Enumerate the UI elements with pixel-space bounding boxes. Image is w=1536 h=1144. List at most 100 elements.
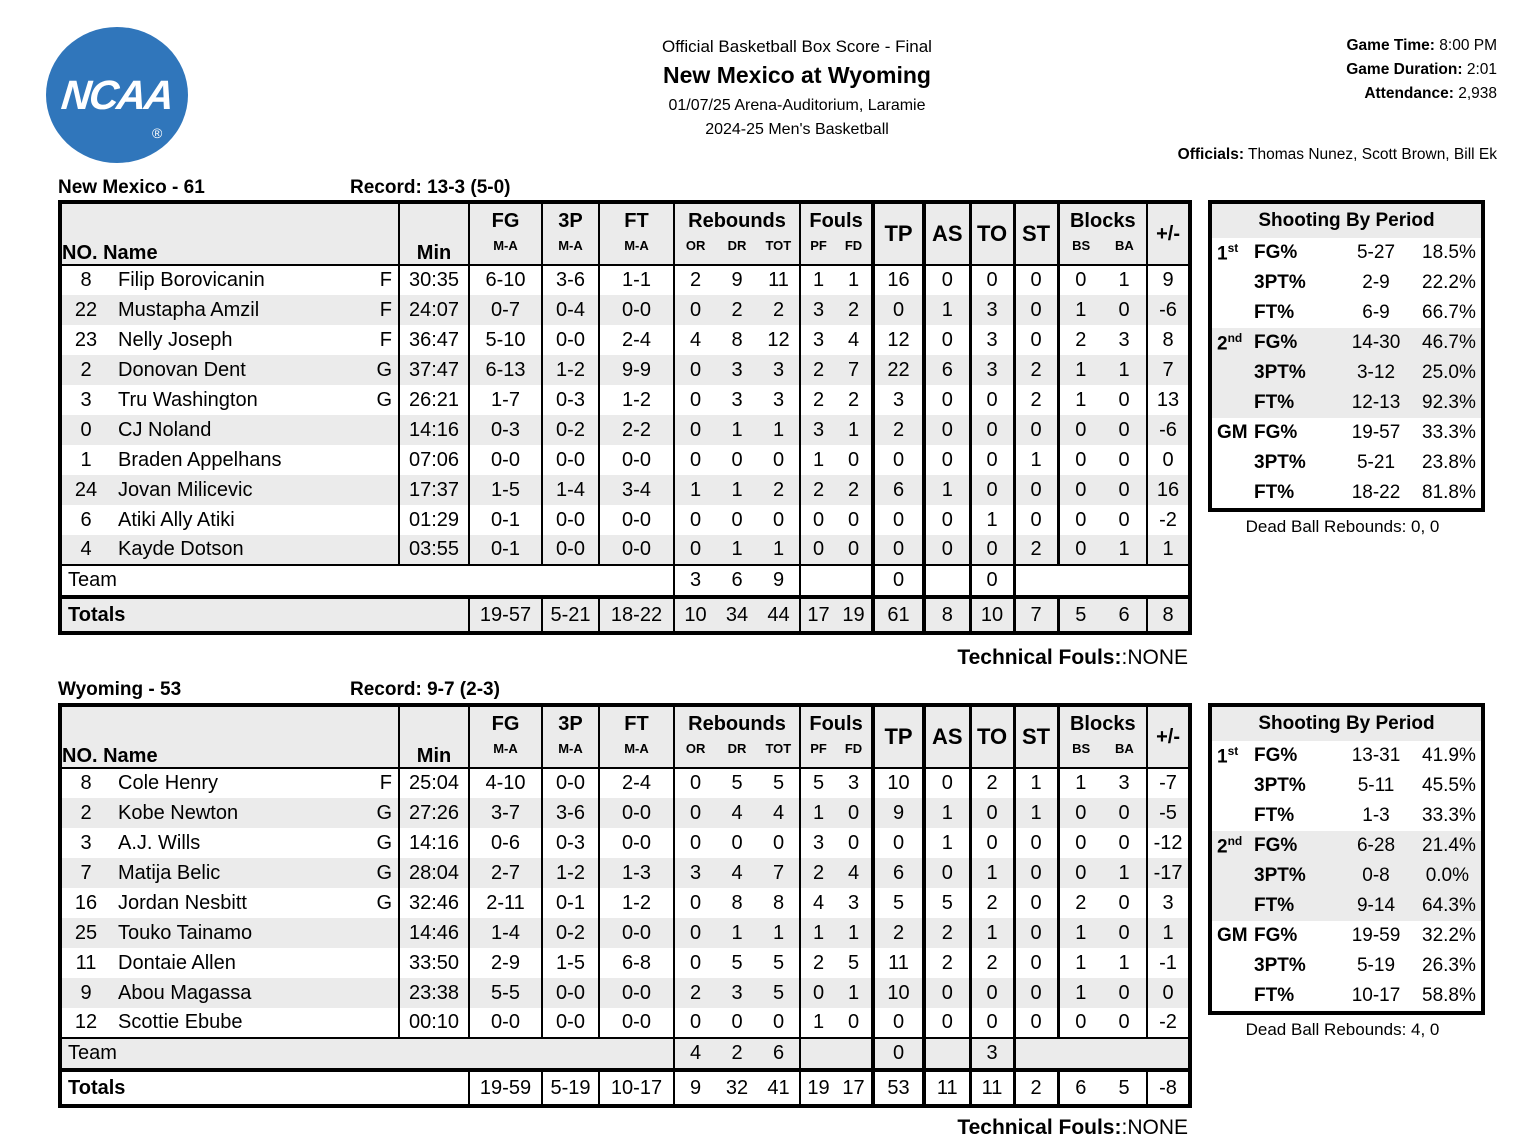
totals-label: Totals: [60, 1068, 469, 1106]
stat-fd: 1: [847, 418, 860, 441]
stat-tp: 3: [871, 385, 927, 415]
player-name-cell: Jordan Nesbitt G: [110, 888, 399, 918]
officials-line: Officials: Thomas Nunez, Scott Brown, Bi…: [1178, 146, 1497, 164]
stat-bs: 0: [1075, 831, 1087, 854]
game-duration-value: 2:01: [1466, 61, 1497, 78]
col-header-rebounds: Rebounds OR DR TOT: [672, 705, 801, 769]
stat-st: 0: [1014, 295, 1060, 325]
stat-ba: 0: [1118, 891, 1130, 914]
stat-tp: 2: [871, 918, 927, 948]
shooting-percentage: 26.3%: [1422, 955, 1476, 976]
stat-pf: 1: [799, 265, 837, 295]
stat-as: 0: [924, 858, 972, 888]
totals-as: 8: [924, 595, 972, 633]
stat-p3: 0-0: [541, 325, 599, 355]
player-position: G: [376, 801, 392, 824]
player-name-wrap: Atiki Ally Atiki: [110, 508, 398, 531]
player-name: Abou Magassa: [118, 981, 252, 1004]
totals-st: 2: [1014, 1068, 1060, 1106]
col-header-plus-minus: +/-: [1146, 705, 1191, 769]
stat-ba: 0: [1118, 298, 1130, 321]
stat-fd: 1: [847, 981, 860, 1004]
shooting-made-attempted: 10-17: [1351, 985, 1401, 1006]
stat-tp: 11: [871, 948, 927, 978]
player-name-wrap: Cole Henry F: [110, 773, 398, 794]
stat-ba: 0: [1118, 921, 1130, 944]
stat-dr: 1: [731, 418, 743, 441]
stat-to: 1: [970, 505, 1016, 535]
stat-or: 0: [673, 385, 716, 415]
stat-tot: 1: [772, 921, 785, 944]
shooting-made-attempted: 5-11: [1357, 775, 1395, 796]
table-row: 1 Braden Appelhans 07:06 0-0 0-0 0-0 0 0 0 1 0 0 0 0 1…: [60, 445, 1191, 475]
stat-pm: 16: [1146, 475, 1191, 505]
stat-tot: 2: [772, 298, 785, 321]
technical-fouls-line: Technical Fouls::NONE: [58, 1116, 1188, 1140]
stat-pm: -12: [1146, 828, 1191, 858]
stat-tp: 0: [871, 505, 927, 535]
team-rest-blank: [1014, 564, 1191, 597]
shooting-made-attempted: 6-9: [1362, 302, 1390, 323]
column-header-row: NO. Name Min FG M-A 3P M-A FT M-A Rebounds O…: [60, 202, 1191, 266]
stat-p3: 0-0: [541, 505, 599, 535]
team-or: 4: [673, 1037, 716, 1070]
player-position: F: [379, 269, 392, 291]
stat-or: 0: [673, 918, 716, 948]
stat-fg: 1-7: [468, 385, 542, 415]
stat-as: 1: [924, 828, 972, 858]
stat-tot: 7: [772, 861, 785, 884]
totals-ba: 5: [1102, 1068, 1148, 1106]
totals-or: 9: [673, 1068, 716, 1106]
stat-fd: 7: [847, 358, 860, 381]
stat-tp: 6: [871, 475, 927, 505]
stat-p3: 0-3: [541, 385, 599, 415]
shooting-percentage: 45.5%: [1422, 775, 1476, 796]
stat-bs: 1: [1075, 951, 1087, 974]
stat-ft: 6-8: [598, 948, 674, 978]
player-name-wrap: A.J. Wills G: [110, 832, 398, 854]
stat-dr: 5: [731, 772, 743, 794]
stat-fd: 0: [847, 831, 860, 854]
shooting-percentage: 25.0%: [1422, 362, 1476, 383]
stat-fd: 4: [847, 328, 860, 351]
stat-dr: 0: [731, 1011, 743, 1033]
col-header-rebounds: Rebounds OR DR TOT: [672, 202, 801, 266]
player-number: 2: [80, 358, 92, 381]
player-name: Mustapha Amzil: [118, 298, 260, 321]
technical-fouls-label: Technical Fouls:: [957, 646, 1122, 669]
stat-p3: 0-0: [541, 445, 599, 475]
shooting-percentage: 0.0%: [1425, 865, 1469, 886]
shooting-panel-title: Shooting By Period: [1212, 707, 1481, 741]
stat-fg: 2-11: [468, 888, 542, 918]
stat-fg: 3-7: [468, 798, 542, 828]
stat-st: 0: [1014, 948, 1060, 978]
stat-tp: 0: [871, 1008, 927, 1038]
shooting-percentage: 18.5%: [1422, 242, 1476, 263]
stat-fd: 0: [847, 448, 860, 471]
stat-or: 2: [673, 978, 716, 1008]
shooting-stat-label: FT%: [1254, 302, 1295, 323]
shooting-stat-row: 3PT% 2-9 22.2%: [1212, 268, 1481, 298]
stat-p3: 0-4: [541, 295, 599, 325]
stat-ba: 0: [1118, 388, 1130, 411]
stat-tp: 0: [871, 295, 927, 325]
player-name: Filip Borovicanin: [118, 269, 265, 291]
player-name: Atiki Ally Atiki: [118, 508, 235, 531]
totals-pf: 17: [799, 595, 837, 633]
stat-as: 0: [924, 415, 972, 445]
shooting-period-section: 1st FG% 13-31 41.9% 3PT% 5-11 45.5% FT% 1-3 33.3%: [1212, 741, 1481, 831]
stat-as: 1: [924, 798, 972, 828]
stat-or: 0: [673, 888, 716, 918]
officials-label: Officials:: [1177, 146, 1244, 163]
stat-tp: 16: [871, 265, 927, 295]
stat-bs: 1: [1075, 772, 1087, 794]
stat-fd: 1: [847, 269, 860, 291]
team-tp: 0: [871, 1037, 927, 1070]
stat-tot: 0: [772, 448, 785, 471]
stat-pf: 0: [799, 978, 837, 1008]
col-header-st: ST: [1014, 202, 1060, 266]
stat-ft: 0-0: [598, 798, 674, 828]
stat-min: 25:04: [398, 768, 469, 798]
col-header-to: TO: [970, 202, 1016, 266]
stat-bs: 0: [1075, 538, 1087, 560]
